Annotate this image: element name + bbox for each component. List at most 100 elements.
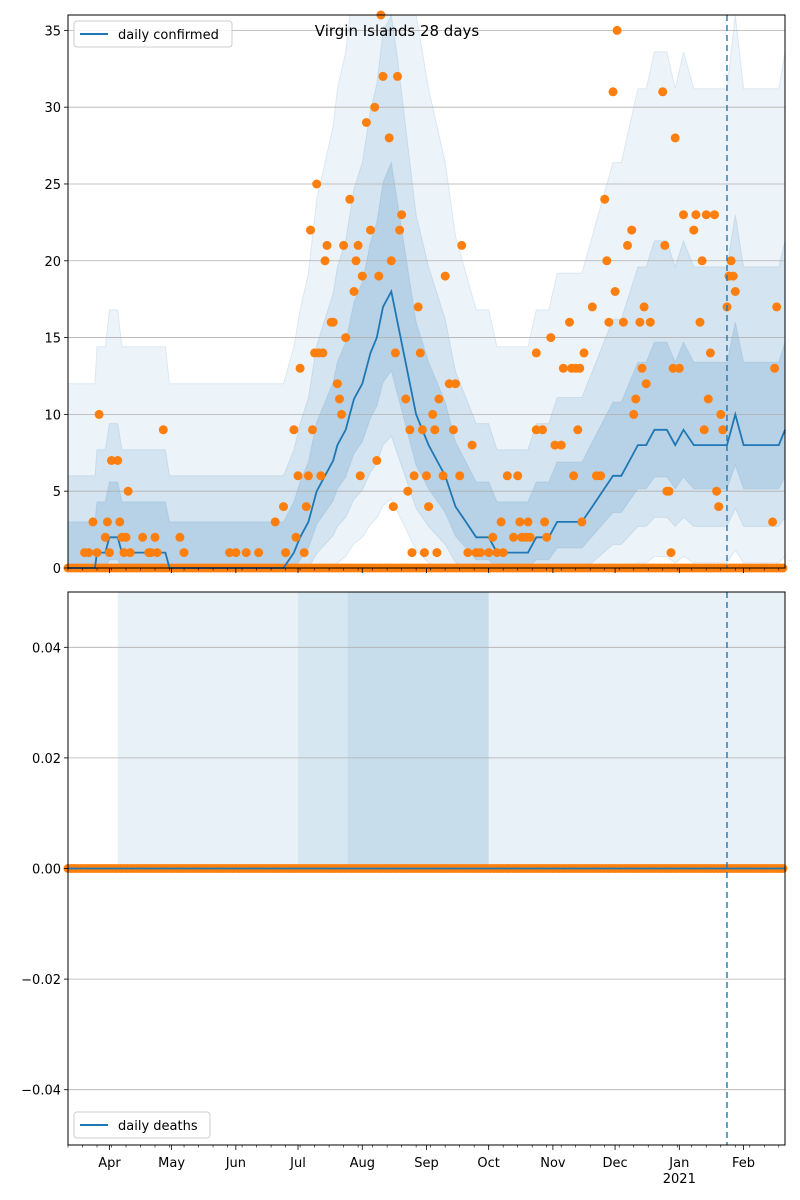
data-point <box>455 471 465 481</box>
x-tick-label: Jul <box>289 1156 306 1171</box>
data-point <box>100 532 110 542</box>
data-point <box>152 548 162 558</box>
x-tick-label: Sep <box>414 1156 439 1171</box>
x-tick-label: Dec <box>602 1156 627 1171</box>
deaths-panel: −0.04 −0.02 0.00 0.02 0.04 Apr May Jun Jul Aug Sep… <box>21 591 788 1187</box>
data-point <box>703 394 713 404</box>
data-point <box>312 179 322 189</box>
x-tick-label: Feb <box>732 1156 755 1171</box>
data-point <box>345 194 355 204</box>
data-point <box>697 256 707 266</box>
legend-label-deaths: daily deaths <box>118 1119 198 1134</box>
data-point <box>281 548 291 558</box>
y-tick-label: 25 <box>44 178 61 193</box>
data-point <box>691 210 701 220</box>
data-point <box>542 532 552 542</box>
data-point <box>322 240 332 250</box>
data-point <box>488 532 498 542</box>
data-point <box>94 409 104 419</box>
data-point <box>409 471 419 481</box>
data-point <box>121 532 131 542</box>
data-point <box>424 502 434 512</box>
data-point <box>608 87 618 97</box>
data-point <box>339 240 349 250</box>
data-point <box>332 379 342 389</box>
data-point <box>770 363 780 373</box>
data-point <box>355 471 365 481</box>
data-point <box>374 271 384 281</box>
y-tick-label: 0 <box>53 562 61 577</box>
data-point <box>575 363 585 373</box>
data-point <box>509 532 518 542</box>
confidence-band-1 <box>117 592 785 869</box>
data-point <box>175 532 185 542</box>
data-point <box>556 440 566 450</box>
data-point <box>569 471 579 481</box>
data-point <box>513 471 523 481</box>
deaths-uncertainty-bands <box>117 592 785 869</box>
data-point <box>645 317 655 327</box>
data-point <box>393 71 402 81</box>
data-point <box>113 456 123 465</box>
x-tick-label: Oct <box>477 1156 499 1171</box>
y-tick-label: 35 <box>44 24 61 39</box>
legend-box <box>73 1111 211 1139</box>
data-point <box>405 425 415 435</box>
x-tick-label: Jun <box>225 1156 246 1171</box>
y-tick-label: −0.04 <box>21 1084 61 1099</box>
data-point <box>138 532 148 542</box>
data-point <box>695 317 705 327</box>
data-point <box>531 348 541 358</box>
data-point <box>558 363 568 373</box>
y-tick-label: 0.02 <box>32 752 61 767</box>
data-point <box>372 456 382 465</box>
data-point <box>718 425 728 435</box>
data-point <box>523 517 533 527</box>
data-point <box>366 225 375 235</box>
data-point <box>403 486 413 496</box>
data-point <box>600 194 610 204</box>
data-point <box>357 271 367 281</box>
data-point <box>457 240 467 250</box>
data-point <box>370 102 380 112</box>
data-point <box>641 379 651 389</box>
data-point <box>440 271 450 281</box>
data-point <box>337 409 346 419</box>
data-point <box>308 425 317 435</box>
data-point <box>341 333 351 343</box>
data-point <box>295 363 305 373</box>
data-point <box>361 118 371 127</box>
data-point <box>768 517 778 527</box>
data-point <box>670 133 680 143</box>
y-tick-label: −0.02 <box>21 973 61 988</box>
data-point <box>291 532 301 542</box>
data-point <box>668 363 678 373</box>
x-tick-label: May <box>158 1156 185 1171</box>
data-point <box>318 348 328 358</box>
data-point <box>384 133 394 143</box>
data-point <box>604 317 614 327</box>
data-point <box>579 348 589 358</box>
data-point <box>434 394 444 404</box>
data-point <box>463 548 473 558</box>
data-point <box>587 302 597 312</box>
data-point <box>627 225 637 235</box>
data-point <box>629 409 639 419</box>
data-point <box>730 287 740 296</box>
data-point <box>422 471 431 481</box>
data-point <box>125 548 135 558</box>
data-point <box>623 240 632 250</box>
confirmed-uncertainty-bands <box>67 13 786 569</box>
data-point <box>438 471 448 481</box>
data-point <box>550 440 560 450</box>
confirmed-legend: daily confirmed <box>73 20 233 48</box>
data-point <box>158 425 168 435</box>
data-point <box>388 502 398 512</box>
data-point <box>658 87 668 97</box>
data-point <box>92 548 102 558</box>
confirmed-panel: 0 5 10 15 20 25 30 35 Virgin Islands 28 days da… <box>44 10 788 577</box>
data-point <box>502 471 512 481</box>
data-point <box>241 548 251 558</box>
data-point <box>637 363 647 373</box>
data-point <box>419 548 429 558</box>
